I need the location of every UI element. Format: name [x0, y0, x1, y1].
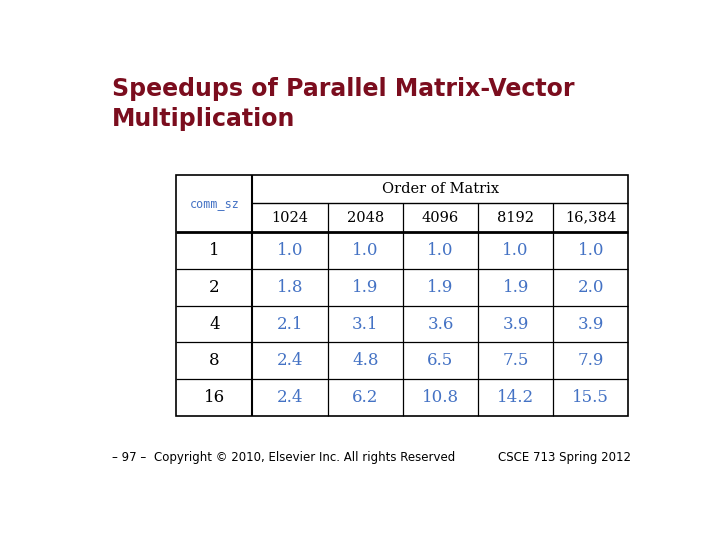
Text: 7.9: 7.9: [577, 353, 604, 369]
Text: 1.8: 1.8: [276, 279, 303, 296]
Text: 2: 2: [209, 279, 220, 296]
Text: 10.8: 10.8: [422, 389, 459, 406]
Text: 1024: 1024: [271, 211, 309, 225]
Text: 3.6: 3.6: [427, 315, 454, 333]
Text: 7.5: 7.5: [503, 353, 529, 369]
Text: – 97 –: – 97 –: [112, 451, 147, 464]
Text: 1.0: 1.0: [427, 242, 454, 259]
Text: 4096: 4096: [422, 211, 459, 225]
Text: 2.4: 2.4: [276, 353, 303, 369]
Text: 1.0: 1.0: [352, 242, 379, 259]
Text: 3.1: 3.1: [352, 315, 379, 333]
Text: 2.0: 2.0: [577, 279, 604, 296]
Text: 6.2: 6.2: [352, 389, 379, 406]
Text: 1.0: 1.0: [503, 242, 529, 259]
Text: 4: 4: [209, 315, 220, 333]
Text: 15.5: 15.5: [572, 389, 609, 406]
Text: 14.2: 14.2: [497, 389, 534, 406]
Text: 2.4: 2.4: [276, 389, 303, 406]
Text: 1.9: 1.9: [503, 279, 529, 296]
Text: Copyright © 2010, Elsevier Inc. All rights Reserved: Copyright © 2010, Elsevier Inc. All righ…: [154, 451, 456, 464]
Text: CSCE 713 Spring 2012: CSCE 713 Spring 2012: [498, 451, 631, 464]
Text: 1.9: 1.9: [427, 279, 454, 296]
Text: 16: 16: [204, 389, 225, 406]
Text: 3.9: 3.9: [503, 315, 529, 333]
Text: 1.0: 1.0: [276, 242, 303, 259]
Text: comm_sz: comm_sz: [189, 197, 239, 210]
Text: 16,384: 16,384: [565, 211, 616, 225]
Text: 2048: 2048: [346, 211, 384, 225]
Text: Order of Matrix: Order of Matrix: [382, 182, 499, 196]
Text: 6.5: 6.5: [428, 353, 454, 369]
Text: 4.8: 4.8: [352, 353, 379, 369]
Text: 3.9: 3.9: [577, 315, 604, 333]
Bar: [176, 175, 629, 416]
Text: 1.0: 1.0: [577, 242, 604, 259]
Text: 2.1: 2.1: [276, 315, 303, 333]
Text: 8192: 8192: [497, 211, 534, 225]
Text: 8: 8: [209, 353, 220, 369]
Text: Speedups of Parallel Matrix-Vector
Multiplication: Speedups of Parallel Matrix-Vector Multi…: [112, 77, 575, 131]
Text: 1: 1: [209, 242, 220, 259]
Text: 1.9: 1.9: [352, 279, 379, 296]
